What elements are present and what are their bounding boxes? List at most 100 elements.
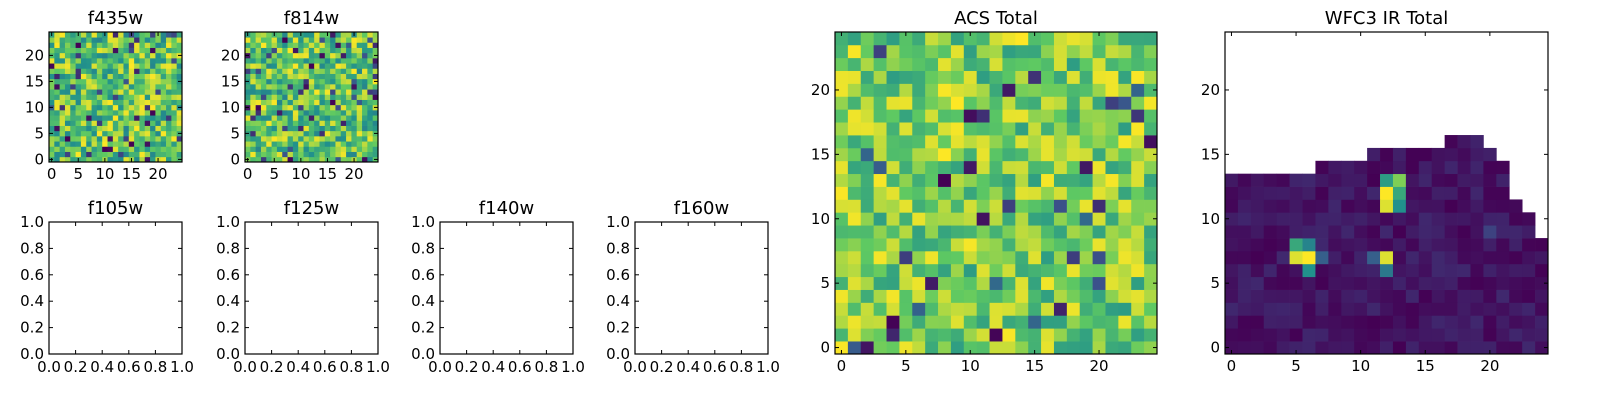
- acs-total-pixel: [899, 147, 913, 162]
- f814w-pixel: [314, 120, 320, 126]
- f435w-pixel: [155, 73, 162, 80]
- f435w-pixel: [64, 42, 71, 48]
- f435w-pixel: [96, 110, 103, 116]
- f814w-pixel: [340, 32, 347, 38]
- acs-total-pixel: [938, 57, 952, 71]
- acs-total-pixel: [976, 302, 990, 316]
- wfc3-ir-total-pixel: [1496, 160, 1510, 175]
- f435w-pixel: [155, 37, 162, 43]
- f435w-pixel: [54, 120, 60, 126]
- f435w-pixel: [86, 89, 92, 95]
- f814w-pixel: [340, 47, 347, 54]
- acs-total-pixel: [1144, 238, 1158, 252]
- f814w-pixel: [314, 156, 320, 163]
- f435w-pixel: [75, 73, 82, 80]
- wfc3-ir-total-pixel: [1431, 212, 1445, 226]
- wfc3-ir-total-pixel: [1354, 315, 1368, 329]
- f814w-pixel: [255, 115, 262, 121]
- f435w-pixel: [54, 73, 60, 80]
- f435w-pixel: [70, 47, 76, 54]
- wfc3-ir-total-pixel: [1276, 238, 1290, 252]
- wfc3-ir-total-pixel: [1509, 315, 1523, 329]
- acs-total-pixel: [1053, 238, 1068, 252]
- f814w-pixel: [356, 99, 363, 106]
- wfc3-ir-total-pixel: [1431, 147, 1445, 162]
- f435w-pixel: [118, 110, 124, 116]
- f814w-pixel: [330, 125, 336, 132]
- f435w-pixel: [123, 146, 130, 152]
- f814w-pixel: [314, 141, 320, 147]
- f814w-pixel: [362, 156, 368, 163]
- f435w-pixel: [59, 136, 66, 142]
- acs-total-pixel: [873, 44, 887, 59]
- f814w-pixel: [303, 52, 310, 59]
- acs-total-pixel: [1028, 238, 1042, 252]
- wfc3-ir-total-pixel: [1380, 186, 1394, 200]
- f435w-pixel: [96, 63, 103, 69]
- f435w-pixel: [123, 52, 130, 59]
- f435w-pixel: [64, 130, 71, 137]
- f435w-pixel: [139, 141, 146, 147]
- acs-total-pixel: [1002, 32, 1016, 46]
- f435w-pixel: [144, 110, 151, 116]
- acs-total-pixel: [899, 186, 913, 200]
- f814w-pixel: [271, 146, 278, 152]
- acs-total-pixel: [925, 135, 939, 149]
- f435w-pixel: [112, 42, 119, 48]
- acs-total-pixel: [1118, 122, 1132, 136]
- f435w-pixel: [139, 156, 146, 163]
- acs-total-pixel: [1105, 70, 1119, 84]
- f814w-pixel: [266, 68, 272, 74]
- f435w-pixel: [107, 146, 114, 152]
- f435w-pixel: [150, 130, 156, 137]
- f814w-pixel: [330, 47, 336, 54]
- f814w-pixel: [303, 37, 310, 43]
- f435w-pixel: [107, 130, 114, 137]
- wfc3-ir-total-pixel: [1535, 302, 1549, 316]
- f814w-pixel: [266, 141, 272, 147]
- f814w-pixel: [287, 136, 294, 142]
- wfc3-ir-total-pixel: [1315, 238, 1329, 252]
- f435w-pixel: [128, 73, 135, 80]
- f814w-pixel: [362, 37, 368, 43]
- f814w-pixel: [303, 32, 310, 38]
- f814w-xtick-label: 15: [318, 165, 337, 183]
- acs-total-pixel: [1028, 289, 1042, 303]
- f125w-ytick-label: 0.2: [216, 319, 240, 337]
- f435w-pixel: [118, 141, 124, 147]
- wfc3-ir-total-pixel: [1263, 328, 1278, 342]
- acs-total-pixel: [1066, 186, 1081, 200]
- f435w-pixel: [112, 47, 119, 54]
- f435w-pixel: [70, 37, 76, 43]
- f435w-pixel: [139, 104, 146, 111]
- wfc3-ir-total-pixel: [1418, 276, 1433, 290]
- wfc3-ir-total-pixel: [1315, 328, 1329, 342]
- f435w-pixel: [139, 130, 146, 137]
- wfc3-ir-total-pixel: [1444, 173, 1458, 187]
- f435w-pixel: [171, 78, 178, 85]
- f435w-pixel: [144, 84, 151, 90]
- acs-total-pixel: [873, 57, 887, 71]
- f435w-pixel: [86, 146, 92, 152]
- f814w-pixel: [362, 146, 368, 152]
- f814w-pixel: [260, 151, 267, 158]
- acs-total-pixel: [1066, 32, 1081, 46]
- wfc3-ir-total-pixel: [1522, 276, 1536, 290]
- f435w-pixel: [134, 84, 140, 90]
- f435w-pixel: [112, 84, 119, 90]
- acs-total-pixel: [1053, 83, 1068, 97]
- f814w-pixel: [245, 141, 251, 147]
- f814w-pixel: [356, 42, 363, 48]
- f814w-pixel: [346, 37, 352, 43]
- wfc3-ir-total-pixel: [1496, 289, 1510, 303]
- f160w-ytick-label: 0.0: [606, 345, 630, 363]
- f435w-pixel: [91, 141, 98, 147]
- acs-total-pixel: [963, 70, 978, 84]
- acs-total-pixel: [1002, 83, 1016, 97]
- f814w-pixel: [367, 115, 374, 121]
- f814w-pixel: [340, 94, 347, 100]
- wfc3-ir-total-pixel: [1509, 250, 1523, 265]
- f814w-pixel: [292, 104, 299, 111]
- f435w-pixel: [166, 125, 172, 132]
- f814w-pixel: [298, 94, 304, 100]
